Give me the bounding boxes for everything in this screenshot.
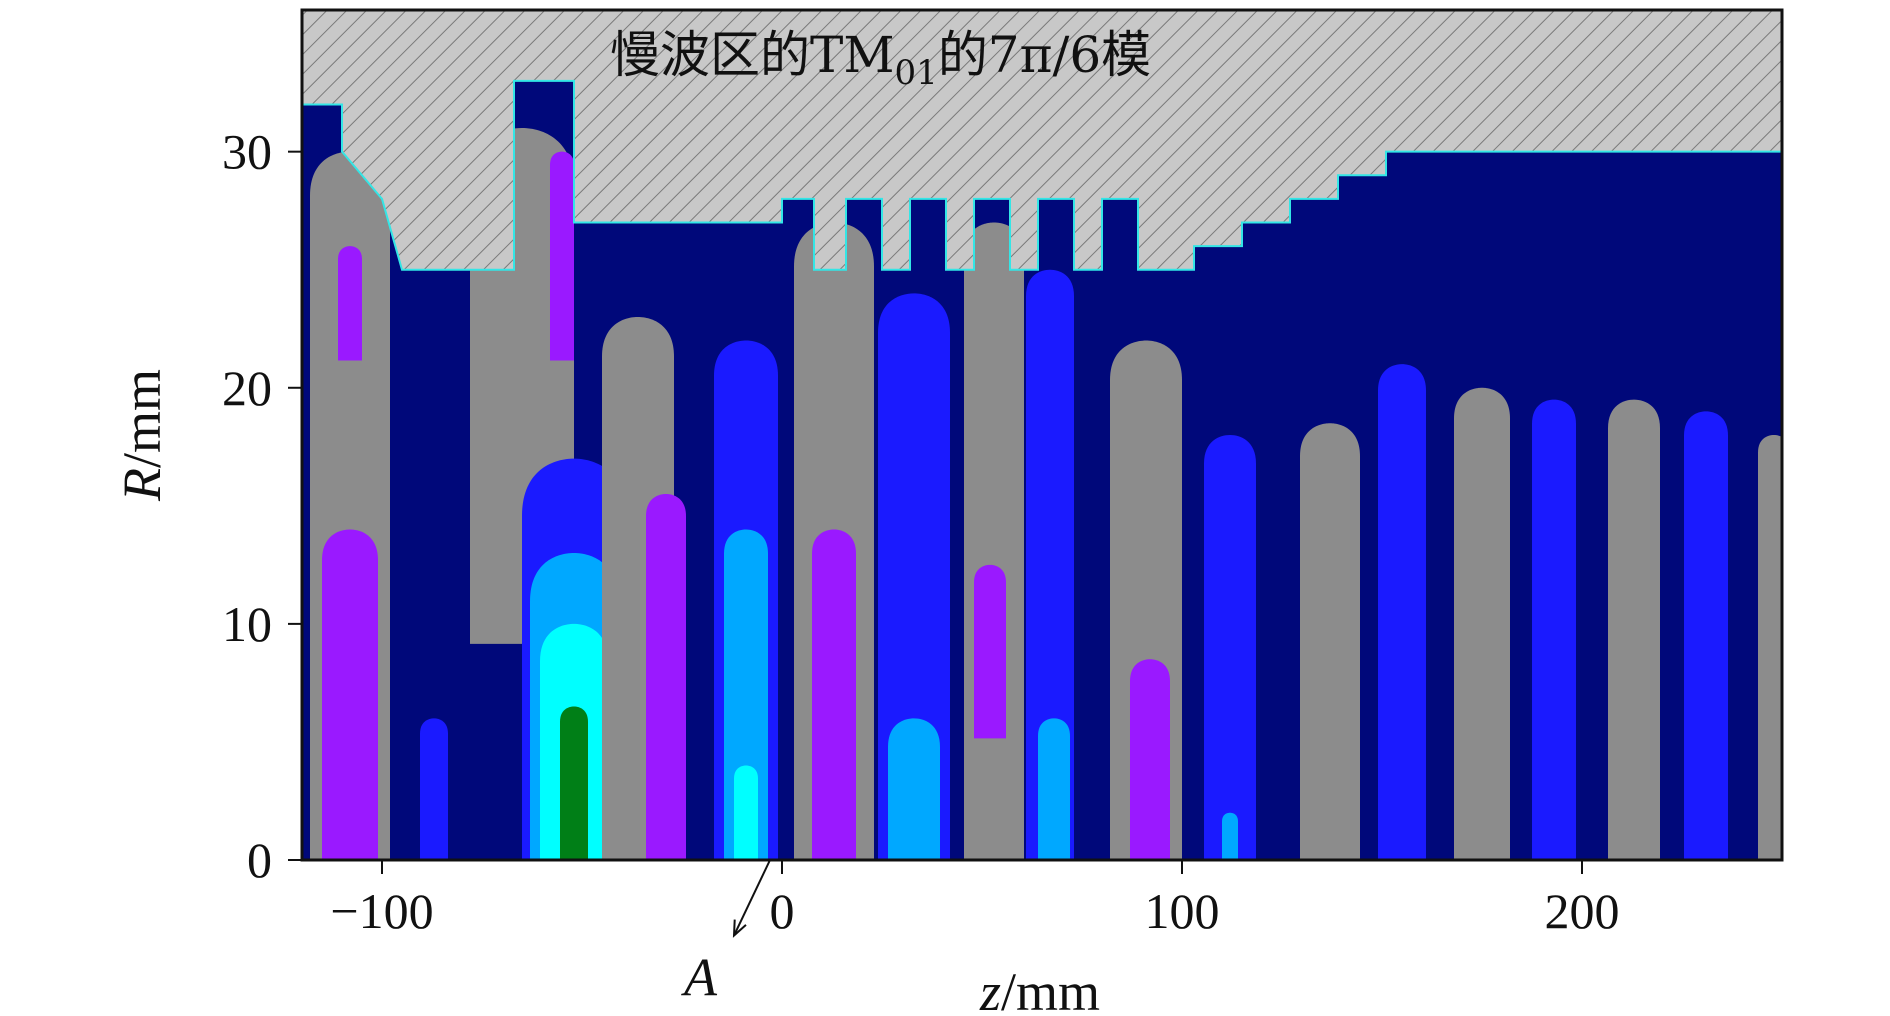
title-prefix: 慢波区的TM [610,26,895,84]
annotation-arrowhead [732,919,747,938]
contour-region-gray [1758,435,1782,860]
title-subscript: 01 [895,53,938,93]
contour-region-blue [1684,411,1728,860]
annotation-label: A [681,948,718,1008]
contour-region-blue [878,293,950,860]
contour-region-light_blue [888,718,940,860]
y-axis-title: R/mm [112,369,172,502]
contour-region-purple [646,494,686,860]
y-tick-label: 30 [222,124,272,180]
contour-region-blue [1378,364,1426,860]
contour-region-purple [812,529,856,860]
contour-region-purple [322,529,378,860]
title-suffix: 的7π/6模 [938,26,1151,84]
x-axis-ticks: −100 0 100 200 [330,860,1620,939]
contour-region-cyan [734,765,758,860]
contour-region-light_blue [1222,812,1238,860]
annotation-arrow [733,859,771,936]
contour-region-purple [338,246,362,361]
x-axis-unit: /mm [1001,962,1100,1016]
x-tick-label: 200 [1545,883,1620,939]
contour-region-light_blue [1038,718,1070,860]
contour-region-purple [550,151,574,361]
contour-region-blue [1204,435,1256,860]
x-tick-label: 100 [1145,883,1220,939]
chart-title: 慢波区的TM01的7π/6模 [610,26,1151,93]
x-tick-label: 0 [770,883,795,939]
y-axis-ticks: 0 10 20 30 [222,124,302,888]
contour-region-gray [1300,423,1360,860]
y-tick-label: 0 [247,832,272,888]
field-contours [310,128,1782,860]
contour-region-green [560,706,588,860]
y-tick-label: 10 [222,596,272,652]
x-axis-var: z [979,962,1001,1016]
contour-region-blue [420,718,448,860]
x-tick-label: −100 [330,883,433,939]
contour-region-gray [1454,387,1510,860]
contour-region-blue [1532,399,1576,860]
y-axis-unit: /mm [112,369,172,468]
contour-region-blue [1026,269,1074,860]
x-axis-title: z/mm [979,962,1100,1016]
contour-region-gray [964,222,1024,860]
contour-region-purple [1130,659,1170,860]
contour-region-purple [974,564,1006,739]
y-tick-label: 20 [222,360,272,416]
y-axis-var: R [112,468,172,502]
contour-region-gray [1608,399,1660,860]
metal-wall [302,10,1782,271]
plot-area [302,10,1782,860]
plot-frame [300,8,1784,862]
annotation-a: A [681,859,771,1008]
